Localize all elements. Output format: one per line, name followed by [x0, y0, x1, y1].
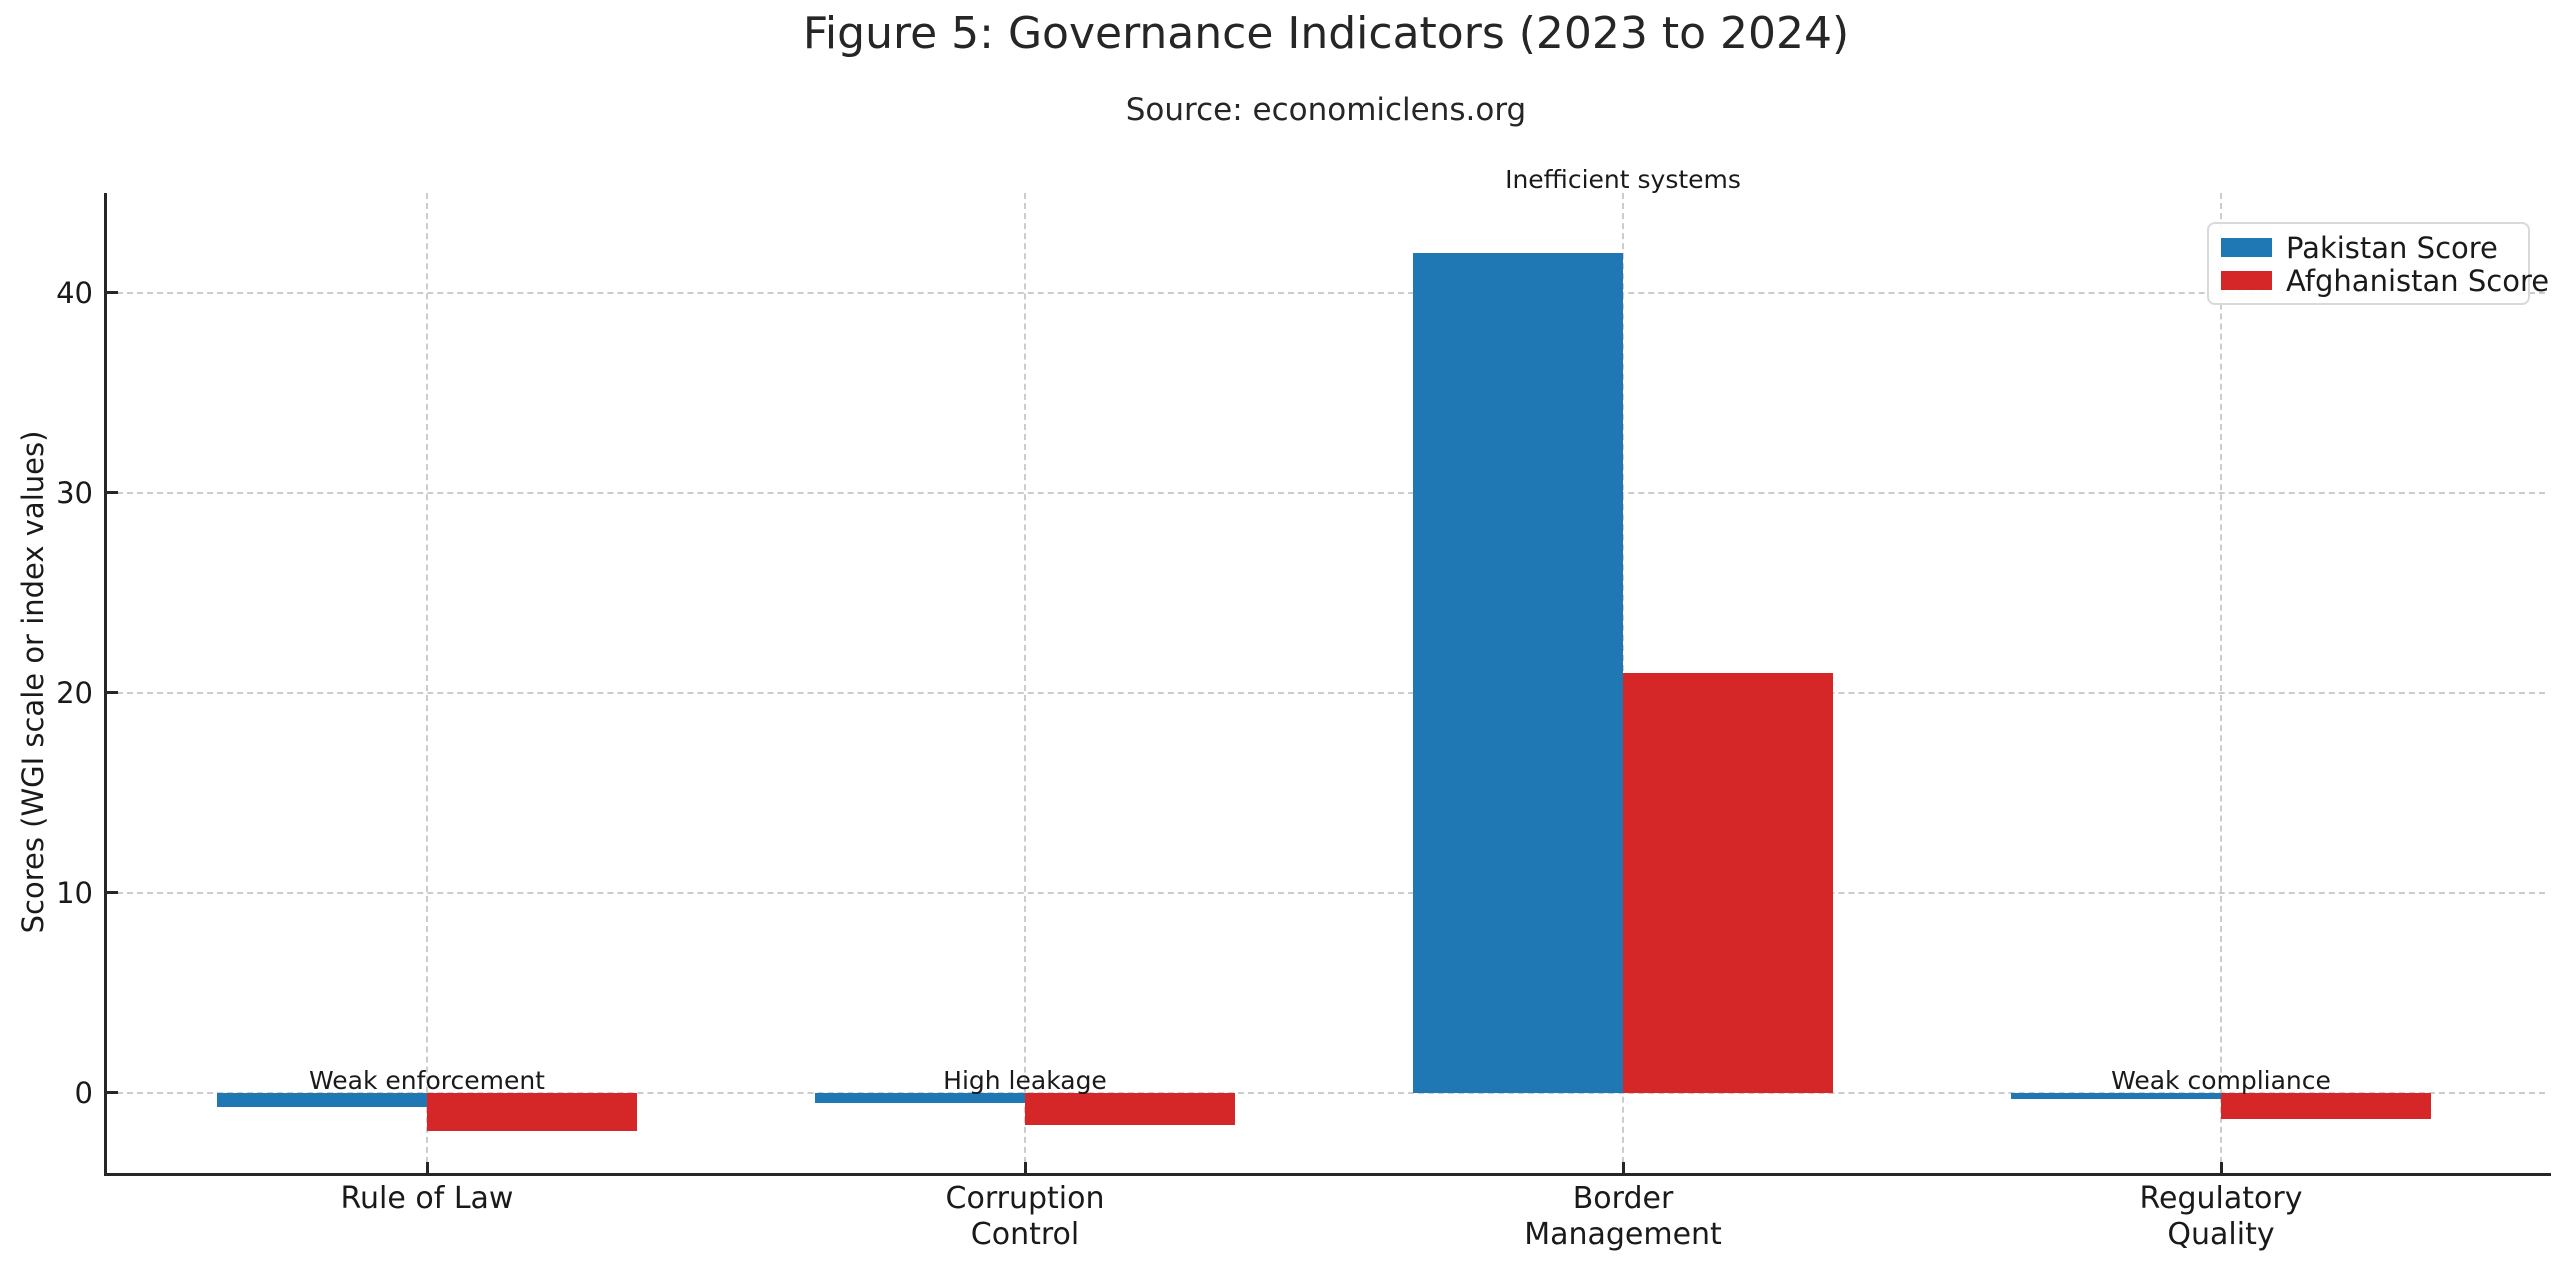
chart-subtitle: Source: economiclens.org	[1125, 92, 1527, 128]
v-gridline-regulatory-quality	[2220, 193, 2222, 1173]
annotation-high-leakage: High leakage	[943, 1065, 1107, 1095]
x-tick-label-regulatory-quality: Regulatory Quality	[2021, 1181, 2421, 1253]
y-tick-30	[107, 491, 118, 495]
chart-title: Figure 5: Governance Indicators (2023 to…	[802, 8, 1850, 59]
h-gridline-40	[107, 291, 2545, 294]
bottom-spine	[104, 1172, 2551, 1176]
legend-row-afghanistan-score: Afghanistan Score	[2221, 264, 2549, 298]
annotation-weak-compliance: Weak compliance	[2111, 1065, 2331, 1095]
h-gridline-10	[107, 891, 2545, 894]
annotation-weak-enforcement: Weak enforcement	[309, 1065, 545, 1095]
x-tick-label-rule-of-law: Rule of Law	[227, 1181, 627, 1217]
x-tick-label-line: Rule of Law	[340, 1181, 514, 1216]
x-tick-rule-of-law	[425, 1161, 429, 1173]
legend-row-pakistan-score: Pakistan Score	[2221, 230, 2516, 265]
bar-afghanistan-score-rule-of-law	[427, 1092, 637, 1131]
y-tick-10	[107, 891, 118, 895]
y-tick-0	[107, 1091, 118, 1095]
legend-label-afghanistan-score: Afghanistan Score	[2286, 263, 2550, 298]
x-tick-label-border-management: Border Management	[1423, 1181, 1823, 1253]
y-tick-40	[107, 291, 118, 295]
bar-pakistan-score-border-management	[1413, 252, 1623, 1093]
y-tick-label-20: 20	[56, 675, 93, 710]
legend-swatch-afghanistan-score	[2221, 271, 2272, 290]
x-tick-label-line: Corruption	[945, 1181, 1105, 1216]
bar-pakistan-score-regulatory-quality	[2011, 1092, 2221, 1099]
left-spine	[104, 193, 107, 1176]
x-tick-border-management	[1621, 1161, 1625, 1173]
bar-afghanistan-score-border-management	[1623, 672, 1833, 1093]
annotation-inefficient-systems: Inefficient systems	[1505, 164, 1741, 194]
y-tick-label-0: 0	[74, 1075, 93, 1110]
bar-afghanistan-score-corruption-control	[1025, 1092, 1235, 1125]
h-gridline-20	[107, 691, 2545, 694]
x-tick-corruption-control	[1023, 1161, 1027, 1173]
h-gridline-30	[107, 491, 2545, 494]
x-tick-label-line: Border	[1572, 1181, 1674, 1216]
x-tick-label-line: Control	[970, 1217, 1080, 1252]
x-tick-label-line: Management	[1524, 1217, 1722, 1252]
x-tick-regulatory-quality	[2219, 1161, 2223, 1173]
y-tick-label-30: 30	[56, 475, 93, 510]
y-tick-label-40: 40	[56, 275, 93, 310]
y-tick-20	[107, 691, 118, 695]
y-tick-label-10: 10	[56, 875, 93, 910]
bar-afghanistan-score-regulatory-quality	[2221, 1092, 2431, 1119]
x-tick-label-corruption-control: Corruption Control	[825, 1181, 1225, 1253]
legend-swatch-pakistan-score	[2221, 238, 2272, 257]
h-gridline-0	[107, 1091, 2545, 1094]
x-tick-label-line: Regulatory	[2139, 1181, 2303, 1216]
v-gridline-corruption-control	[1024, 193, 1026, 1173]
bar-pakistan-score-corruption-control	[815, 1092, 1025, 1103]
bar-pakistan-score-rule-of-law	[217, 1092, 427, 1107]
x-tick-label-line: Quality	[2167, 1217, 2275, 1252]
v-gridline-rule-of-law	[426, 193, 428, 1173]
legend: Pakistan Score Afghanistan Score	[2207, 222, 2549, 305]
legend-label-pakistan-score: Pakistan Score	[2286, 230, 2498, 265]
